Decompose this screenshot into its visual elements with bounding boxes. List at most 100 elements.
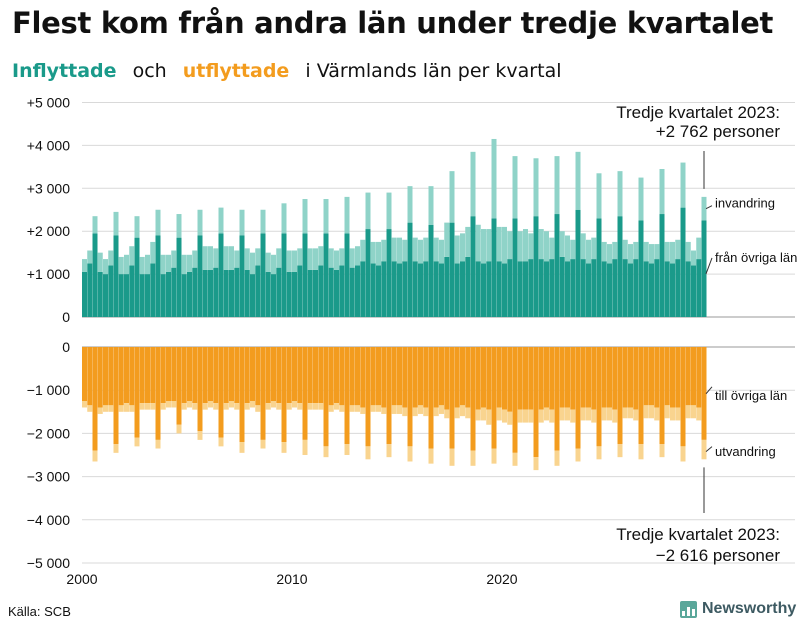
bar-utflyttade-ovriga-lan <box>229 347 234 401</box>
bar-utflyttade-ovriga-lan <box>176 347 182 425</box>
bar-invandring <box>166 254 171 272</box>
bar-utflyttade-ovriga-lan <box>649 347 654 406</box>
bar-utvandring <box>250 401 255 408</box>
bar-inflyttade-ovriga-lan <box>549 259 555 317</box>
annotation-out-value: −2 616 personer <box>656 546 781 565</box>
bar-invandring <box>654 244 660 260</box>
bar-invandring <box>580 233 586 260</box>
bar-invandring <box>486 229 492 262</box>
bar-utflyttade-ovriga-lan <box>460 347 465 406</box>
bar-utflyttade-ovriga-lan <box>292 347 297 401</box>
bar-utvandring <box>313 403 318 410</box>
bar-utvandring <box>197 431 203 440</box>
bar-utflyttade-ovriga-lan <box>265 347 271 404</box>
bar-inflyttade-ovriga-lan <box>92 233 98 317</box>
subtitle-utflyttade: utflyttade <box>182 60 290 82</box>
bar-utflyttade-ovriga-lan <box>150 347 156 404</box>
bar-utflyttade-ovriga-lan <box>428 347 434 449</box>
bar-invandring <box>554 156 560 215</box>
bar-inflyttade-ovriga-lan <box>223 269 229 317</box>
bar-invandring <box>449 171 455 223</box>
bar-inflyttade-ovriga-lan <box>517 261 523 317</box>
bar-utflyttade-ovriga-lan <box>318 347 324 404</box>
bar-inflyttade-ovriga-lan <box>580 259 586 317</box>
bar-utvandring <box>549 409 555 423</box>
bar-utflyttade-ovriga-lan <box>465 347 471 408</box>
bar-inflyttade-ovriga-lan <box>397 263 402 317</box>
bar-inflyttade-ovriga-lan <box>507 259 513 317</box>
label-pointer <box>705 446 713 452</box>
bar-utflyttade-ovriga-lan <box>507 347 513 412</box>
bar-invandring <box>607 244 612 264</box>
bar-inflyttade-ovriga-lan <box>265 271 271 317</box>
bar-inflyttade-ovriga-lan <box>454 263 460 317</box>
bar-invandring <box>570 239 576 260</box>
bar-utvandring <box>113 444 119 453</box>
bar-utvandring <box>213 403 219 410</box>
bar-inflyttade-ovriga-lan <box>591 259 597 317</box>
bar-utvandring <box>349 405 355 412</box>
bar-utflyttade-ovriga-lan <box>160 347 166 404</box>
bar-utflyttade-ovriga-lan <box>449 347 455 449</box>
bar-utflyttade-ovriga-lan <box>544 347 549 408</box>
bar-invandring <box>465 226 471 257</box>
bar-utvandring <box>360 407 366 414</box>
bar-inflyttade-ovriga-lan <box>250 274 255 317</box>
bar-utvandring <box>286 403 292 410</box>
bar-utflyttade-ovriga-lan <box>664 347 670 406</box>
bar-invandring <box>118 256 124 275</box>
bar-invandring <box>586 239 591 264</box>
bar-inflyttade-ovriga-lan <box>643 261 649 317</box>
bar-utflyttade-ovriga-lan <box>92 347 98 451</box>
bar-inflyttade-ovriga-lan <box>696 259 702 317</box>
bar-invandring <box>339 248 345 266</box>
bar-invandring <box>92 216 98 234</box>
bar-invandring <box>349 248 355 268</box>
bar-utflyttade-ovriga-lan <box>339 347 345 406</box>
bar-invandring <box>286 250 292 272</box>
bar-utvandring <box>444 409 450 419</box>
bar-inflyttade-ovriga-lan <box>145 274 150 317</box>
bar-utvandring <box>565 407 570 421</box>
bar-utflyttade-ovriga-lan <box>129 347 135 406</box>
bar-inflyttade-ovriga-lan <box>565 261 570 317</box>
bar-invandring <box>108 250 114 266</box>
bar-invandring <box>538 229 544 260</box>
y-tick-label: −3 000 <box>27 469 70 485</box>
bar-inflyttade-ovriga-lan <box>286 271 292 317</box>
y-tick-label: 0 <box>62 309 70 325</box>
bar-utvandring <box>575 448 581 462</box>
bar-inflyttade-ovriga-lan <box>344 233 350 317</box>
bar-invandring <box>82 259 87 272</box>
bar-utvandring <box>124 403 129 412</box>
bar-invandring <box>439 239 444 264</box>
bar-utflyttade-ovriga-lan <box>670 347 675 408</box>
bar-utvandring <box>328 405 334 412</box>
bar-invandring <box>150 241 156 264</box>
bar-inflyttade-ovriga-lan <box>444 256 450 317</box>
bar-invandring <box>659 168 665 215</box>
bar-inflyttade-ovriga-lan <box>208 269 213 317</box>
bar-utvandring <box>533 457 539 471</box>
bar-inflyttade-ovriga-lan <box>229 269 234 317</box>
y-tick-label: −4 000 <box>27 512 70 528</box>
bar-utvandring <box>171 401 177 408</box>
bar-inflyttade-ovriga-lan <box>260 233 266 317</box>
bar-utflyttade-ovriga-lan <box>517 347 523 410</box>
bar-utvandring <box>223 403 229 410</box>
bar-utvandring <box>512 452 518 466</box>
bar-inflyttade-ovriga-lan <box>496 261 502 317</box>
bar-utflyttade-ovriga-lan <box>155 347 161 440</box>
bar-invandring <box>544 231 549 262</box>
bar-utvandring <box>475 409 481 421</box>
bar-utvandring <box>307 403 313 410</box>
bar-utvandring <box>654 407 660 421</box>
bar-utvandring <box>470 450 476 466</box>
bar-inflyttade-ovriga-lan <box>617 216 623 317</box>
bar-utvandring <box>323 446 329 458</box>
bar-invandring <box>680 162 686 208</box>
bar-utflyttade-ovriga-lan <box>643 347 649 406</box>
series-label-utvandring: utvandring <box>715 444 776 459</box>
bar-invandring <box>428 186 434 225</box>
